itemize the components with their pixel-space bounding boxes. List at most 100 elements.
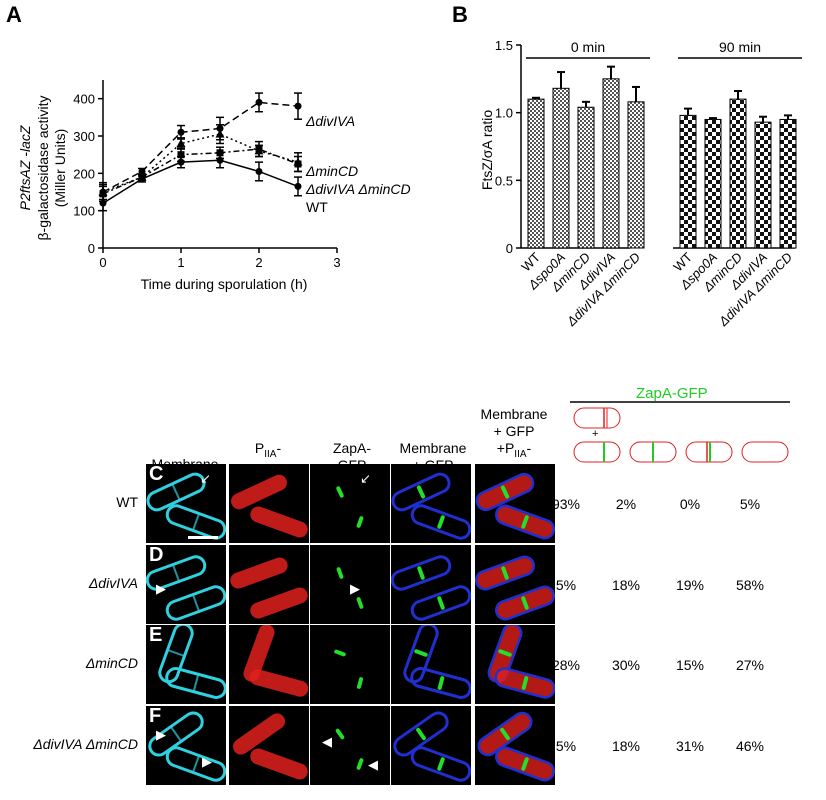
percentage-value: 18% <box>611 577 641 593</box>
b-bar <box>552 87 570 249</box>
a-ytick-label: 300 <box>73 129 95 144</box>
a-xtick-label: 0 <box>99 255 106 270</box>
a-point <box>99 199 107 207</box>
arrow-marker: ↙ <box>360 472 371 487</box>
micrograph-mcherry <box>229 464 309 543</box>
b-ytick-label: 0 <box>506 241 513 256</box>
arrow-marker: ▶ <box>156 582 166 597</box>
a-point <box>99 190 107 198</box>
panel-label-a: A <box>6 2 22 27</box>
micrograph-merge <box>475 706 555 785</box>
a-point <box>255 98 263 106</box>
a-series-label: ΔdivIVA <box>305 113 355 129</box>
percentage-value: 58% <box>735 577 765 593</box>
a-point <box>177 158 185 166</box>
a-point <box>177 151 185 159</box>
micrograph-tile <box>229 545 309 624</box>
arrow-marker: ▶ <box>202 755 212 770</box>
b-bar <box>779 118 797 249</box>
a-series-line <box>102 133 299 193</box>
a-xtick-label: 1 <box>177 255 184 270</box>
a-ytick-label: 200 <box>73 166 95 181</box>
cell-schematic-legend <box>570 401 790 463</box>
percentage-value: 19% <box>675 577 705 593</box>
micrograph-merge <box>475 545 555 624</box>
b-ylabel: FtsZ/σA ratio <box>479 110 495 190</box>
arrow-marker: ◀ <box>368 758 378 773</box>
micrograph-membrane <box>146 706 226 785</box>
micrograph-memgfp <box>391 706 471 785</box>
a-ytick-label: 400 <box>73 92 95 107</box>
micrograph-membrane <box>146 545 226 624</box>
micrograph-tile <box>146 706 226 785</box>
a-series-label: ΔdivIVA ΔminCD <box>305 181 411 197</box>
a-xtick-label: 3 <box>333 255 340 270</box>
arrow-marker: ▶ <box>350 582 360 597</box>
percentage-value: 28% <box>551 657 581 673</box>
micrograph-gfp <box>310 545 390 624</box>
micrograph-tile <box>146 545 226 624</box>
a-ytick-label: 100 <box>73 204 95 219</box>
b-bar <box>679 114 697 249</box>
a-xlabel: Time during sporulation (h) <box>141 276 308 292</box>
panel-a-line-chart: 0 100 200 300 400 0 1 2 3 Time during sporulatio… <box>17 80 411 292</box>
a-point <box>138 167 146 175</box>
b-ytick-label: 0.5 <box>495 173 513 188</box>
a-series-label: WT <box>306 199 328 215</box>
a-point <box>255 167 263 175</box>
b-bar <box>627 101 645 249</box>
micrograph-tile <box>391 706 471 785</box>
micrograph-tile <box>310 706 390 785</box>
a-series-label: ΔminCD <box>305 163 358 179</box>
scale-bar <box>188 536 218 539</box>
micrograph-tile <box>475 464 555 543</box>
a-ylabel-line-1: P2ftsAZ -lacZ <box>17 125 33 210</box>
micrograph-tile <box>310 545 390 624</box>
panel-label-f: F <box>149 705 162 727</box>
micrograph-tile <box>146 464 226 543</box>
arrow-marker: ↙ <box>200 472 211 487</box>
panel-label-d: D <box>149 544 164 566</box>
schematic-cell-top <box>573 407 621 429</box>
a-point <box>255 145 263 153</box>
percentage-value: 15% <box>675 657 705 673</box>
a-series-line <box>102 148 299 195</box>
a-point <box>216 156 224 164</box>
micrograph-memgfp <box>391 464 471 543</box>
b-group-label: 90 min <box>719 39 761 55</box>
b-bar <box>602 78 620 249</box>
micrograph-tile <box>475 545 555 624</box>
b-bar <box>577 106 595 249</box>
micrograph-memgfp <box>391 625 471 704</box>
a-ylabel-line-3: (Miller Units) <box>52 129 68 208</box>
row-label: WT <box>116 494 138 510</box>
arrow-marker: ◀ <box>322 735 332 750</box>
micrograph-memgfp <box>391 545 471 624</box>
micrograph-merge <box>475 464 555 543</box>
micrograph-tile <box>391 464 471 543</box>
micrograph-tile <box>391 545 471 624</box>
a-point <box>294 182 302 190</box>
micrograph-mcherry <box>229 625 309 704</box>
a-point <box>176 138 186 147</box>
percentage-value: 5% <box>555 738 577 754</box>
panel-label-c: C <box>149 463 164 485</box>
a-point <box>138 175 146 183</box>
legend-title: ZapA-GFP <box>636 385 708 402</box>
b-ytick-label: 1.0 <box>495 106 513 121</box>
panel-label-e: E <box>149 624 163 646</box>
micrograph-tile <box>391 625 471 704</box>
micrograph-mcherry <box>229 545 309 624</box>
percentage-value: 93% <box>551 496 581 512</box>
b-bar <box>704 118 722 249</box>
a-point <box>177 128 185 136</box>
row-label: ΔdivIVA ΔminCD <box>33 736 138 752</box>
micrograph-gfp <box>310 706 390 785</box>
b-bar <box>754 121 772 249</box>
arrow-marker: ▶ <box>156 728 166 743</box>
micrograph-gfp <box>310 464 390 543</box>
a-xtick-label: 2 <box>255 255 262 270</box>
b-ytick-label: 1.5 <box>495 38 513 53</box>
a-ytick-label: 0 <box>88 241 95 256</box>
